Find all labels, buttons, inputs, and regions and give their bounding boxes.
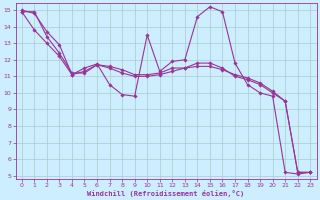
X-axis label: Windchill (Refroidissement éolien,°C): Windchill (Refroidissement éolien,°C): [87, 190, 245, 197]
